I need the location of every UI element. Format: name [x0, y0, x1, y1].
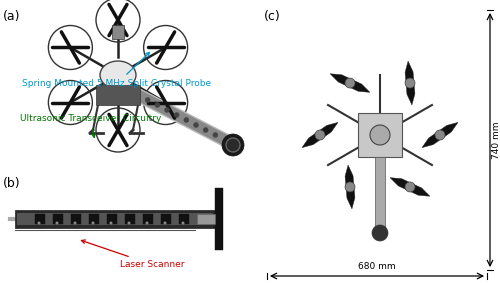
Bar — [215, 188, 223, 250]
Polygon shape — [346, 186, 355, 209]
Circle shape — [38, 222, 40, 224]
Circle shape — [145, 98, 150, 102]
Polygon shape — [345, 165, 354, 187]
Bar — [112, 25, 124, 39]
Circle shape — [345, 182, 355, 192]
Circle shape — [184, 117, 189, 123]
Bar — [0, 170, 255, 283]
Text: (c): (c) — [264, 10, 281, 23]
Circle shape — [226, 138, 240, 152]
Polygon shape — [197, 214, 215, 224]
Circle shape — [405, 78, 415, 88]
Bar — [15, 210, 215, 228]
Polygon shape — [406, 83, 415, 105]
Bar — [96, 85, 140, 105]
Bar — [358, 113, 402, 157]
Bar — [0, 0, 255, 170]
Text: 740 mm: 740 mm — [492, 121, 500, 159]
Text: Ultrasonic Transceiver Circuitry: Ultrasonic Transceiver Circuitry — [20, 114, 162, 138]
Text: Laser Scanner: Laser Scanner — [82, 240, 184, 269]
Circle shape — [372, 225, 388, 241]
Polygon shape — [438, 122, 458, 138]
Circle shape — [370, 125, 390, 145]
Circle shape — [405, 182, 415, 192]
Polygon shape — [405, 61, 414, 83]
Bar — [143, 214, 153, 224]
Polygon shape — [348, 80, 370, 92]
Circle shape — [56, 222, 58, 224]
Circle shape — [213, 132, 218, 138]
Circle shape — [222, 134, 244, 156]
Text: Spring Mounted 5 MHz Split Crystal Probe: Spring Mounted 5 MHz Split Crystal Probe — [22, 52, 212, 88]
Bar — [107, 214, 117, 224]
Text: 680 mm: 680 mm — [358, 262, 396, 271]
Polygon shape — [330, 74, 351, 87]
Text: (a): (a) — [3, 10, 20, 23]
Bar — [179, 214, 189, 224]
Circle shape — [155, 102, 160, 108]
Circle shape — [174, 113, 179, 117]
Bar — [17, 213, 213, 225]
Bar — [35, 214, 45, 224]
Bar — [125, 214, 135, 224]
Circle shape — [128, 222, 130, 224]
Circle shape — [74, 222, 76, 224]
Bar — [71, 214, 81, 224]
Circle shape — [92, 222, 94, 224]
Polygon shape — [302, 132, 322, 148]
Circle shape — [164, 222, 166, 224]
Circle shape — [194, 123, 198, 128]
Bar — [255, 0, 500, 283]
Circle shape — [435, 130, 445, 140]
Polygon shape — [390, 178, 411, 190]
Circle shape — [345, 78, 355, 88]
Circle shape — [182, 222, 184, 224]
Polygon shape — [422, 132, 442, 148]
Bar — [53, 214, 63, 224]
Polygon shape — [318, 122, 338, 138]
Bar — [161, 214, 171, 224]
Circle shape — [146, 222, 148, 224]
Bar — [89, 214, 99, 224]
Ellipse shape — [100, 61, 136, 89]
Circle shape — [110, 222, 112, 224]
Circle shape — [164, 108, 170, 113]
Polygon shape — [408, 183, 430, 196]
Text: (b): (b) — [3, 177, 20, 190]
Circle shape — [315, 130, 325, 140]
Bar — [375, 157, 385, 227]
Circle shape — [203, 128, 208, 132]
